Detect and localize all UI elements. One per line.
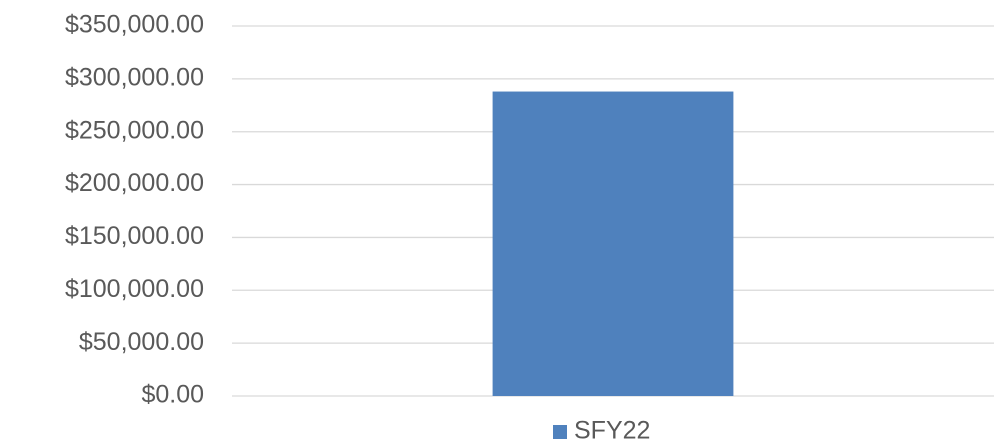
y-tick-label: $200,000.00 <box>65 169 204 197</box>
y-tick-label: $100,000.00 <box>65 275 204 303</box>
y-tick-label: $50,000.00 <box>79 328 204 356</box>
y-tick-label: $150,000.00 <box>65 222 204 250</box>
legend-label: SFY22 <box>574 417 650 444</box>
legend-swatch <box>553 425 567 439</box>
y-tick-label: $250,000.00 <box>65 116 204 144</box>
y-tick-label: $0.00 <box>141 381 204 409</box>
y-tick-label: $300,000.00 <box>65 63 204 91</box>
y-tick-label: $350,000.00 <box>65 11 204 39</box>
bar <box>492 91 734 397</box>
